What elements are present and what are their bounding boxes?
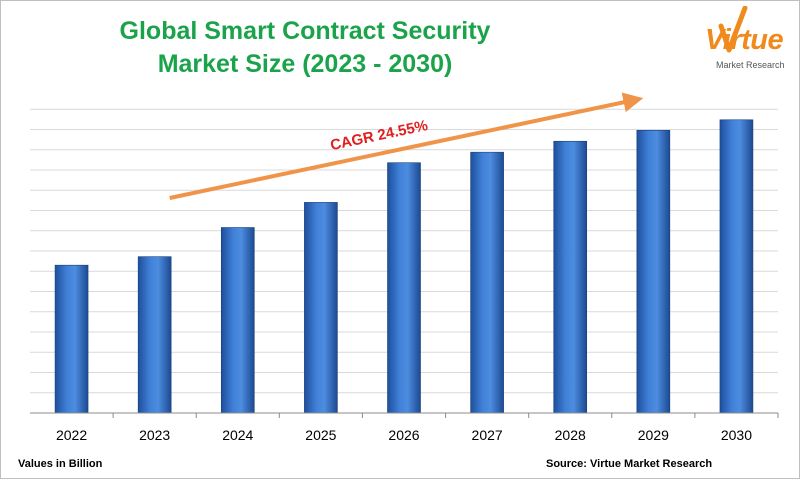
bar-2022 xyxy=(54,264,89,414)
bar-2024 xyxy=(220,227,255,414)
x-tick-labels: 2022 2023 2024 2025 2026 2027 2028 2029 2030 xyxy=(56,413,779,443)
x-tick-label: 2024 xyxy=(222,427,253,443)
x-tick-label: 2030 xyxy=(721,427,752,443)
logo-word: Virtue xyxy=(705,24,784,56)
bar-2023 xyxy=(137,256,172,414)
chart-title-line-1: Global Smart Contract Security xyxy=(119,17,491,45)
bar-2028 xyxy=(553,140,588,414)
logo-check-icon xyxy=(718,6,748,53)
bar-2026 xyxy=(387,162,421,414)
source-note: Source: Virtue Market Research xyxy=(546,458,713,470)
x-tick-label: 2026 xyxy=(388,427,419,443)
x-tick-label: 2025 xyxy=(305,427,336,443)
bar-2025 xyxy=(304,202,338,414)
cagr-label: CAGR 24.55% xyxy=(329,117,430,154)
x-tick-label: 2022 xyxy=(56,427,87,443)
x-tick-label: 2023 xyxy=(139,427,170,443)
cagr-arrow xyxy=(169,92,644,200)
bar-2029 xyxy=(636,130,671,414)
bar-2027 xyxy=(470,151,504,414)
chart-title-line-2: Market Size (2023 - 2030) xyxy=(157,50,453,78)
values-note: Values in Billion xyxy=(18,458,103,470)
x-tick-label: 2027 xyxy=(472,427,503,443)
x-tick-label: 2028 xyxy=(555,427,586,443)
bar-2030 xyxy=(719,119,754,414)
x-tick-label: 2029 xyxy=(638,427,669,443)
bars xyxy=(54,119,754,414)
logo-subtitle: Market Research xyxy=(716,60,785,70)
virtue-logo: Virtue Market Research xyxy=(705,6,795,92)
